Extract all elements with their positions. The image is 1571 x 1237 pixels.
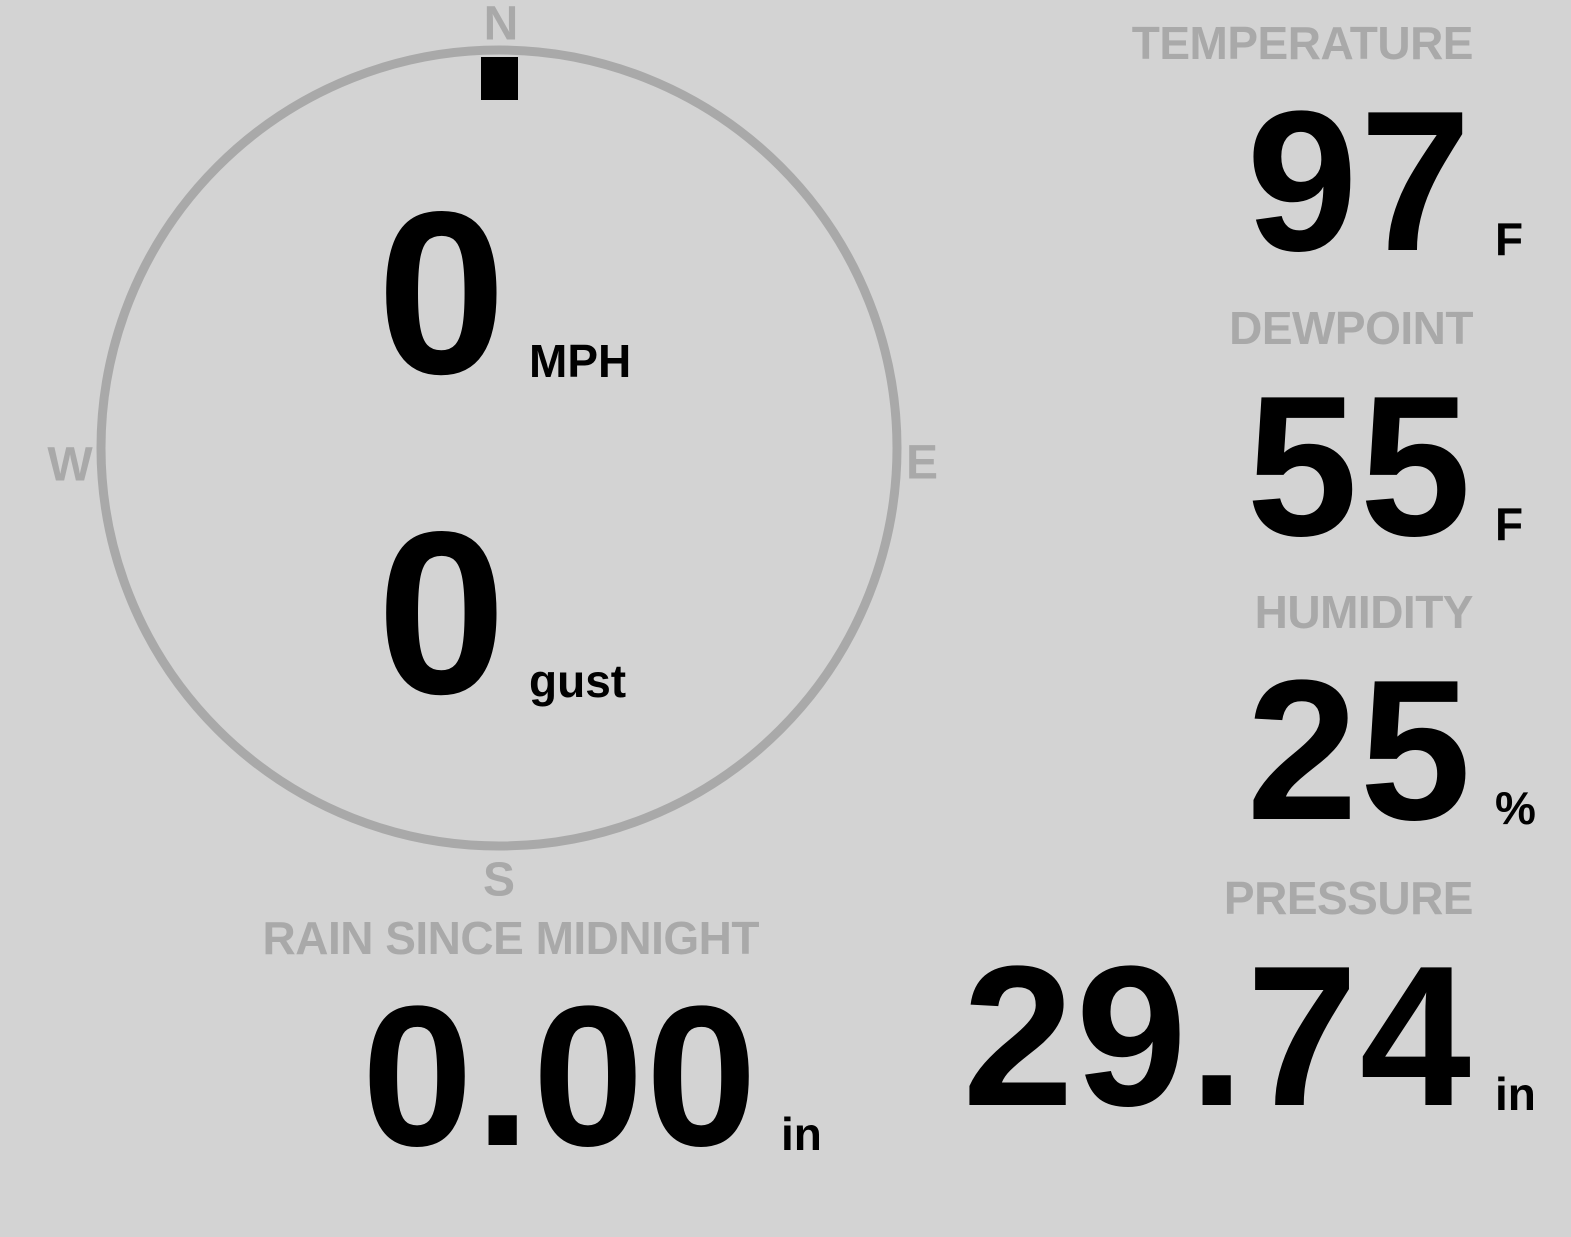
dewpoint-card: DEWPOINT 55 F [1229,302,1523,579]
wind-speed-value: 0 [377,164,507,423]
compass-west: W [47,438,93,492]
humidity-label: HUMIDITY [1254,586,1474,638]
compass-east: E [905,436,939,490]
rain-value: 0.00 [361,964,759,1188]
wind-speed-unit: MPH [529,334,632,387]
pressure-label: PRESSURE [1223,872,1474,924]
wind-gust: 0 gust [377,484,626,744]
wind-speed: 0 MPH [377,164,631,424]
dewpoint-value: 55 [1246,354,1473,578]
temperature-unit: F [1495,213,1524,265]
wind-gust-value: 0 [377,484,507,743]
rain-unit: in [781,1108,822,1160]
temperature-card: TEMPERATURE 97 F [1131,17,1523,294]
compass-ring [96,45,902,851]
rain-card: RAIN SINCE MIDNIGHT 0.00 in [262,912,822,1189]
humidity-card: HUMIDITY 25 % [1246,586,1536,863]
wind-direction-needle [481,57,518,100]
pressure-unit: in [1495,1068,1536,1120]
temperature-value: 97 [1246,69,1473,293]
pressure-card: PRESSURE 29.74 in [962,872,1536,1149]
dewpoint-label: DEWPOINT [1229,302,1473,354]
compass-dial [96,45,902,851]
temperature-label: TEMPERATURE [1131,17,1474,69]
pressure-value: 29.74 [962,924,1473,1148]
rain-label: RAIN SINCE MIDNIGHT [262,912,760,964]
compass-north: N [483,0,519,51]
wind-gust-unit: gust [529,654,627,707]
humidity-value: 25 [1246,638,1473,862]
humidity-unit: % [1495,782,1536,834]
compass-south: S [482,853,516,907]
dewpoint-unit: F [1495,498,1524,550]
